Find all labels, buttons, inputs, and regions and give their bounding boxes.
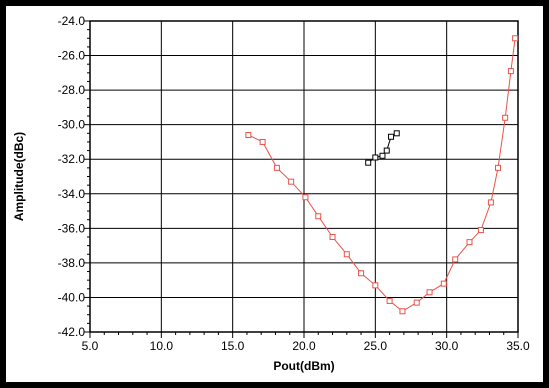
y-tick-label: -30.0 [58, 118, 86, 132]
x-axis-label: Pout(dBm) [273, 359, 334, 373]
data-point [372, 154, 379, 161]
data-point [426, 289, 433, 296]
series-line [248, 38, 516, 312]
y-tick-label: -36.0 [58, 221, 86, 235]
x-tick-label: 15.0 [221, 339, 245, 353]
data-point [288, 178, 295, 185]
data-point [379, 152, 386, 159]
data-point [502, 114, 509, 121]
x-tick-label: 5.0 [82, 339, 99, 353]
y-axis-label: Amplitude(dBc) [12, 132, 26, 221]
pout-amplitude-chart: 5.0 10.0 15.0 20.0 25.0 30.0 35.0 -24.0-26.0-2… [12, 14, 530, 373]
x-tick-label: 35.0 [506, 339, 530, 353]
minor-ticks [84, 20, 519, 338]
data-point [512, 35, 519, 42]
plot-panel: 5.0 10.0 15.0 20.0 25.0 30.0 35.0 -24.0 -26.0 -2… [6, 6, 543, 382]
series-layer [245, 35, 519, 315]
x-tick-label: 25.0 [364, 339, 388, 353]
data-point [343, 251, 350, 258]
data-point [383, 147, 390, 154]
data-point [495, 164, 502, 171]
data-point [386, 297, 393, 304]
series-1 [245, 35, 519, 315]
data-point [302, 194, 309, 201]
y-tick-label: -34.0 [58, 187, 86, 201]
y-tick-label: -26.0 [58, 49, 86, 63]
data-point [315, 213, 322, 220]
data-point [329, 233, 336, 240]
data-point [399, 308, 406, 315]
y-tick-label: -24.0 [58, 14, 86, 28]
x-tick-label: 10.0 [150, 339, 174, 353]
y-tick-label: -42.0 [58, 325, 86, 339]
y-tick-label: -38.0 [58, 256, 86, 270]
x-tick-labels: 5.0 10.0 15.0 20.0 25.0 30.0 35.0 [82, 339, 530, 353]
series-2 [365, 130, 400, 166]
data-point [358, 270, 365, 277]
data-point [259, 138, 266, 145]
data-point [388, 133, 395, 140]
data-point [245, 132, 252, 139]
grid-lines [90, 21, 518, 332]
x-tick-label: 20.0 [292, 339, 316, 353]
data-point [393, 130, 400, 137]
data-point [440, 280, 447, 287]
data-point [487, 199, 494, 206]
data-point [477, 227, 484, 234]
data-point [507, 68, 514, 75]
data-point [466, 239, 473, 246]
y-tick-labels: -24.0 -26.0 -28.0 -30.0 -32.0 -34.0 -36.0 -38.0… [58, 14, 86, 339]
data-point [452, 256, 459, 263]
data-point [413, 299, 420, 306]
x-tick-label: 30.0 [435, 339, 459, 353]
data-point [365, 159, 372, 166]
data-point [273, 164, 280, 171]
data-point [372, 282, 379, 289]
y-tick-label: -28.0 [58, 83, 86, 97]
y-tick-label: -32.0 [58, 152, 86, 166]
y-tick-label: -40.0 [58, 290, 86, 304]
